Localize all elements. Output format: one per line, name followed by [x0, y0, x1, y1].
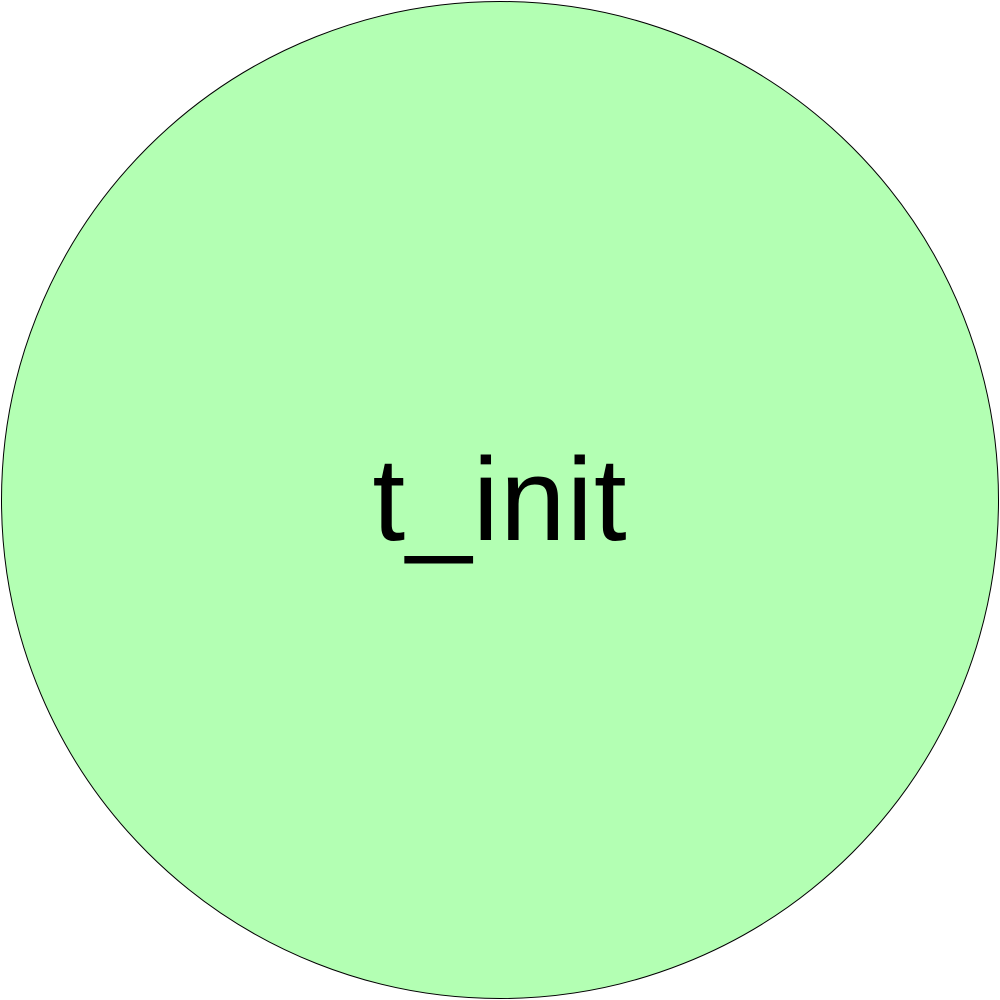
- state-node-label: t_init: [372, 434, 628, 566]
